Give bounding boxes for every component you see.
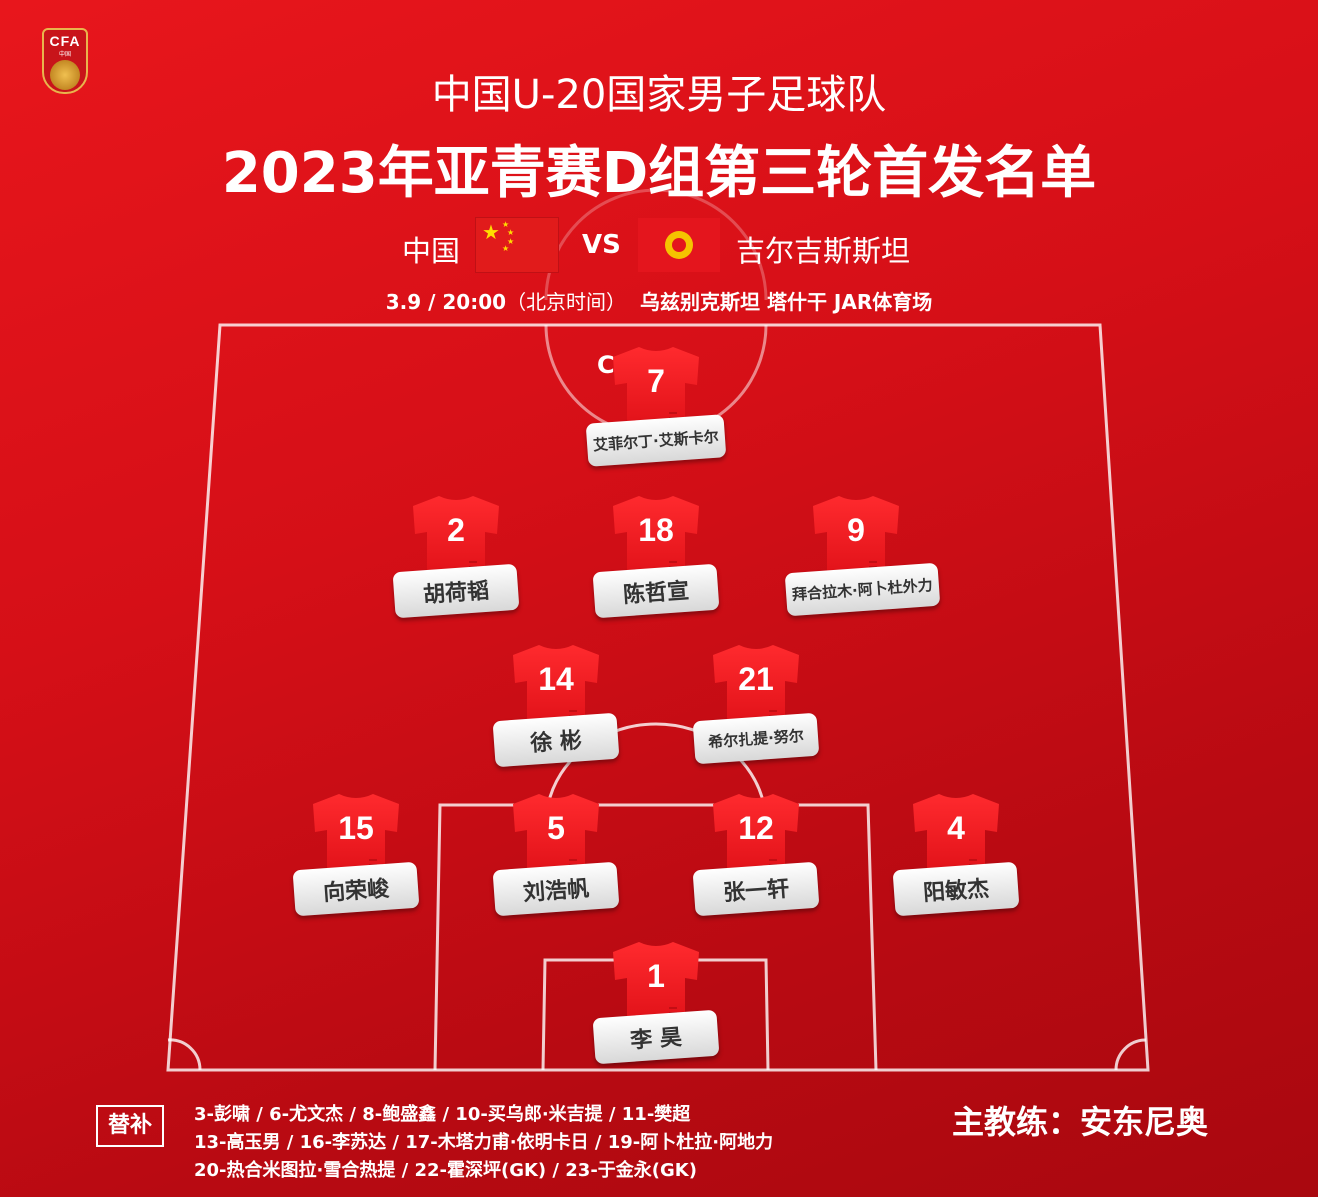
jersey-number: 12 bbox=[738, 810, 774, 846]
player-2: 2 胡荷韬 bbox=[386, 492, 526, 619]
player-name: 张一轩 bbox=[692, 861, 820, 917]
jersey-number: 5 bbox=[547, 810, 565, 846]
player-5: 5 刘浩帆 bbox=[486, 790, 626, 917]
jersey-number: 9 bbox=[847, 512, 865, 548]
player-15: 15 向荣峻 bbox=[286, 790, 426, 917]
title: 中国U-20国家男子足球队 bbox=[431, 72, 887, 118]
match-info: 3.9 / 20:00（北京时间） 乌兹别克斯坦 塔什干 JAR体育场 bbox=[385, 290, 933, 314]
home-team: 中国 bbox=[402, 234, 461, 268]
captain-badge: C bbox=[597, 351, 615, 379]
player-name: 希尔扎提·努尔 bbox=[692, 712, 820, 765]
subtitle: 2023年亚青赛D组第三轮首发名单 bbox=[221, 141, 1097, 206]
jersey-number: 2 bbox=[447, 512, 465, 548]
subs-line: 20-热合米图拉·雪合热提 / 22-霍深坪(GK) / 23-于金永(GK) bbox=[194, 1160, 697, 1181]
vs-label: VS bbox=[582, 230, 621, 260]
jersey-icon: 15 bbox=[309, 790, 403, 876]
head-coach: 主教练：安东尼奥 bbox=[952, 1103, 1209, 1141]
player-name: 胡荷韬 bbox=[392, 563, 520, 619]
player-name: 阳敏杰 bbox=[892, 861, 1020, 917]
jersey-icon: 4 bbox=[909, 790, 1003, 876]
jersey-number: 1 bbox=[647, 958, 665, 994]
jersey-icon: 12 bbox=[709, 790, 803, 876]
player-1: 1 李 昊 bbox=[586, 938, 726, 1065]
jersey-icon: 14 bbox=[509, 641, 603, 727]
jersey-icon: 18 bbox=[609, 492, 703, 578]
subs-label: 替补 bbox=[96, 1105, 164, 1147]
jersey-number: 7 bbox=[647, 363, 665, 399]
jersey-number: 21 bbox=[738, 661, 774, 697]
dragon-emblem-icon bbox=[50, 60, 80, 90]
player-9: 9 拜合拉木·阿卜杜外力 bbox=[784, 492, 941, 617]
jersey-icon: 5 bbox=[509, 790, 603, 876]
player-name: 向荣峻 bbox=[292, 861, 420, 917]
player-14: 14 徐 彬 bbox=[486, 641, 626, 768]
jersey-number: 18 bbox=[638, 512, 674, 548]
cfa-logo: CFA 中国 bbox=[42, 28, 88, 94]
jersey-icon: 2 bbox=[409, 492, 503, 578]
jersey-number: 15 bbox=[338, 810, 374, 846]
jersey-icon: 9 bbox=[809, 492, 903, 578]
jersey-icon: 1 bbox=[609, 938, 703, 1024]
jersey-number: 14 bbox=[538, 661, 574, 697]
jersey-icon: 21 bbox=[709, 641, 803, 727]
player-name: 艾菲尔丁·艾斯卡尔 bbox=[585, 414, 727, 467]
player-12: 12 张一轩 bbox=[686, 790, 826, 917]
jersey-number: 4 bbox=[947, 810, 965, 846]
player-name: 拜合拉木·阿卜杜外力 bbox=[784, 562, 941, 617]
player-4: 4 阳敏杰 bbox=[886, 790, 1026, 917]
player-7: 7 C 艾菲尔丁·艾斯卡尔 bbox=[585, 343, 727, 467]
china-flag-icon: ★ ★ ★ ★ ★ bbox=[476, 218, 558, 272]
subs-line: 3-彭啸 / 6-尤文杰 / 8-鲍盛鑫 / 10-买乌郎·米吉提 / 11-樊… bbox=[194, 1104, 691, 1125]
player-name: 刘浩帆 bbox=[492, 861, 620, 917]
subs-line: 13-高玉男 / 16-李苏达 / 17-木塔力甫·依明卡日 / 19-阿卜杜拉… bbox=[194, 1132, 774, 1153]
player-18: 18 陈哲宣 bbox=[586, 492, 726, 619]
away-team: 吉尔吉斯斯坦 bbox=[736, 234, 911, 268]
player-name: 李 昊 bbox=[592, 1009, 720, 1065]
kyrgyzstan-flag-icon bbox=[638, 218, 720, 272]
player-name: 徐 彬 bbox=[492, 712, 620, 768]
player-21: 21 希尔扎提·努尔 bbox=[686, 641, 826, 765]
player-name: 陈哲宣 bbox=[592, 563, 720, 619]
